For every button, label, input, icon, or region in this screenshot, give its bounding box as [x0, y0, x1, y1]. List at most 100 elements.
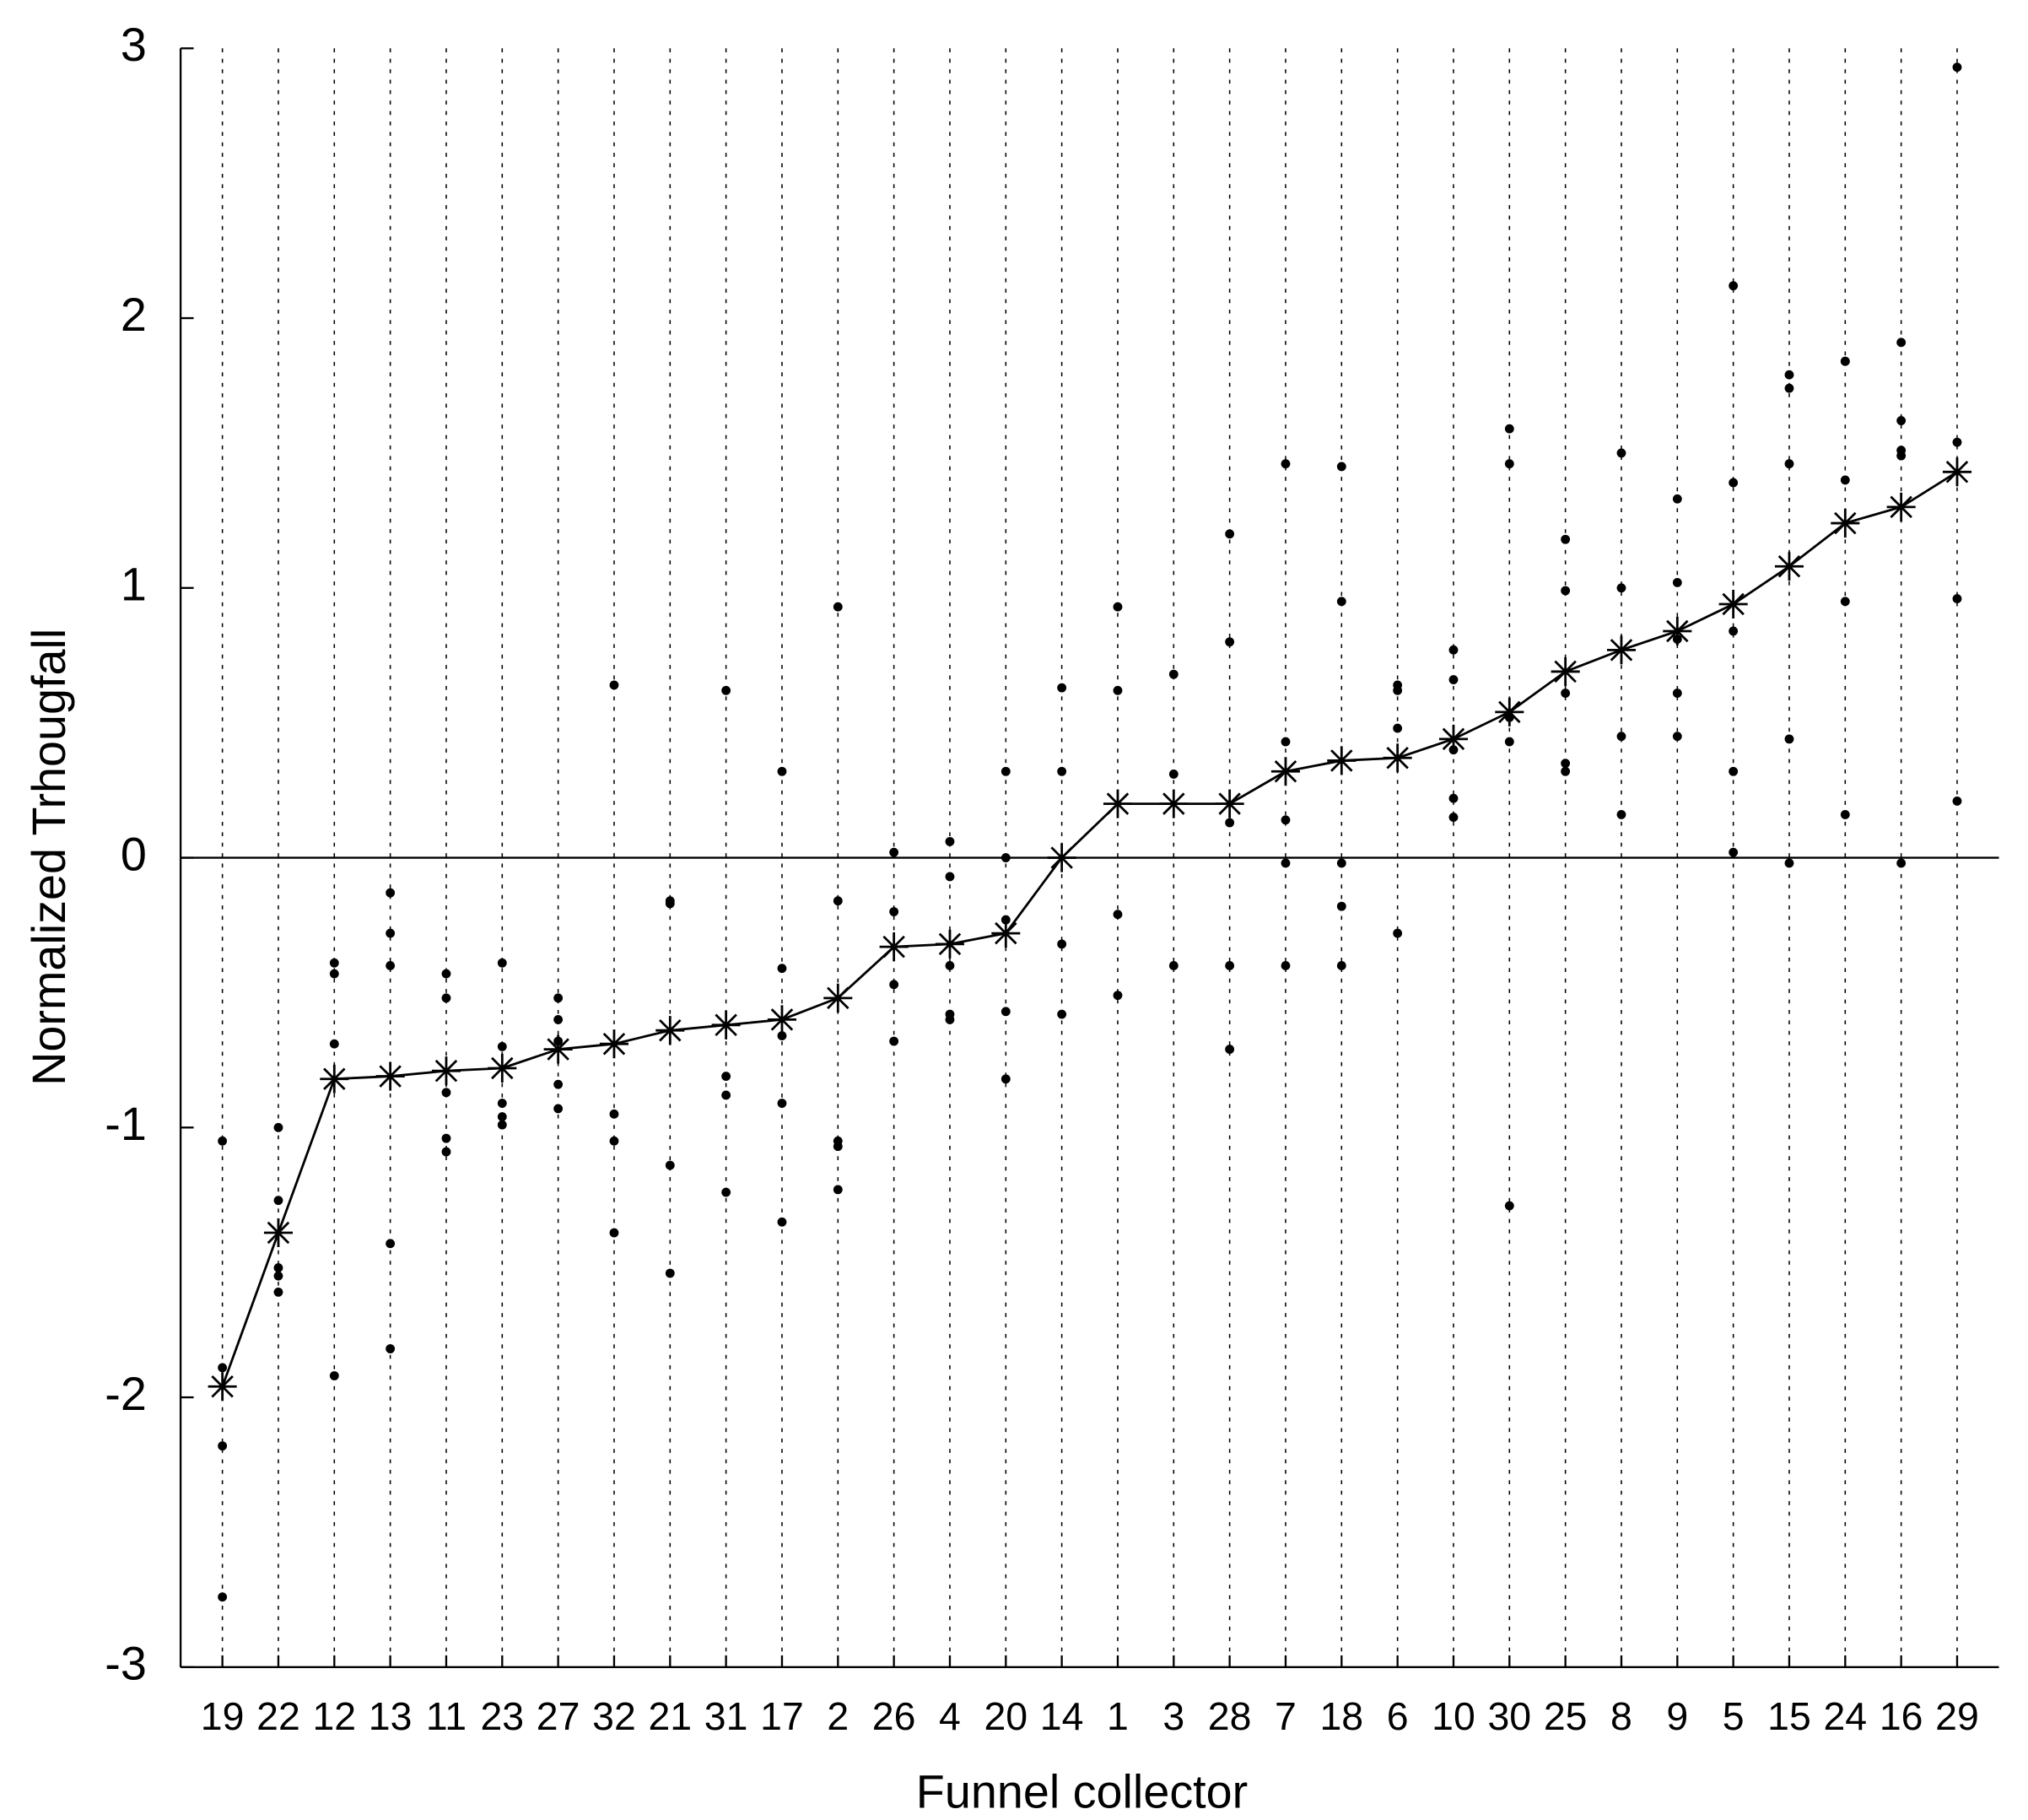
observation-dot: [1057, 939, 1067, 949]
observation-dot: [1896, 416, 1907, 425]
observation-dot: [1504, 737, 1514, 747]
observation-dot: [1168, 669, 1179, 679]
observation-dot: [1281, 961, 1291, 970]
observation-dot: [1225, 1045, 1235, 1055]
observation-dot: [1001, 766, 1011, 776]
observation-dot: [833, 1142, 843, 1152]
observation-dot: [1113, 685, 1123, 695]
mean-marker: [1831, 509, 1860, 538]
observation-dot: [441, 969, 451, 979]
mean-marker: [1663, 616, 1692, 645]
observation-dot: [329, 1371, 339, 1380]
mean-marker: [1886, 492, 1916, 521]
observation-dot: [1561, 766, 1571, 776]
observation-dot: [386, 961, 396, 970]
observation-dot: [1672, 577, 1682, 587]
mean-marker: [320, 1064, 349, 1094]
observation-dot: [218, 1441, 228, 1451]
y-tick-label: -2: [105, 1368, 147, 1420]
x-tick-label: 17: [760, 1694, 804, 1738]
observation-dot: [945, 961, 955, 970]
observation-dot: [665, 1268, 675, 1278]
observation-dot: [1001, 853, 1011, 862]
observation-dot: [609, 680, 619, 690]
observation-dot: [1616, 448, 1626, 458]
observation-dot: [721, 685, 731, 695]
observation-dot: [329, 1039, 339, 1049]
mean-marker: [767, 1005, 797, 1034]
observation-dot: [1336, 901, 1346, 911]
mean-marker: [935, 929, 965, 959]
mean-marker: [1942, 457, 1972, 487]
observation-dot: [1840, 809, 1850, 819]
observation-dot: [1281, 737, 1291, 747]
observation-dot: [553, 993, 564, 1003]
y-tick-label: 0: [121, 828, 147, 880]
observation-dot: [1840, 356, 1850, 366]
observation-dot: [441, 1133, 451, 1143]
x-tick-label: 20: [984, 1694, 1027, 1738]
x-tick-label: 31: [704, 1694, 748, 1738]
observation-dot: [1168, 961, 1179, 970]
x-tick-label: 19: [201, 1694, 245, 1738]
observation-dot: [497, 1112, 507, 1121]
observation-dot: [889, 907, 899, 916]
y-tick-label: 2: [121, 289, 147, 341]
observation-dot: [1504, 459, 1514, 469]
x-tick-label: 11: [426, 1694, 467, 1738]
observation-dot: [1448, 793, 1459, 803]
observation-dot: [1001, 1074, 1011, 1084]
observation-dot: [945, 1014, 955, 1024]
y-tick-label: 1: [121, 559, 147, 611]
observation-dot: [218, 1363, 228, 1373]
observation-dot: [1336, 858, 1346, 868]
observation-dot: [777, 964, 787, 974]
observation-dot: [386, 1239, 396, 1249]
observation-dot: [329, 958, 339, 968]
y-axis-label: Normalized Trhougfall: [23, 629, 75, 1086]
observation-dot: [777, 1217, 787, 1227]
x-tick-label: 32: [592, 1694, 636, 1738]
mean-marker: [431, 1056, 461, 1086]
observation-dot: [777, 1099, 787, 1108]
observation-dot: [1561, 586, 1571, 596]
observation-dot: [1225, 529, 1235, 539]
observation-dot: [497, 1041, 507, 1051]
x-tick-label: 22: [256, 1694, 300, 1738]
mean-marker: [879, 932, 909, 962]
mean-marker: [1047, 843, 1076, 872]
observation-dot: [609, 1228, 619, 1238]
observation-dot: [889, 847, 899, 857]
observation-dot: [889, 1036, 899, 1046]
observation-dot: [1001, 1007, 1011, 1017]
x-tick-label: 5: [1723, 1694, 1745, 1738]
observation-dot: [329, 969, 339, 979]
observation-dot: [609, 1136, 619, 1146]
observation-dot: [1504, 424, 1514, 434]
observation-dot: [665, 899, 675, 909]
mean-marker: [1327, 746, 1356, 775]
observation-dot: [497, 1099, 507, 1108]
observation-dot: [553, 1079, 564, 1089]
observation-dot: [1616, 583, 1626, 593]
mean-marker: [1551, 656, 1580, 686]
mean-marker: [1159, 789, 1189, 818]
observation-dot: [777, 1031, 787, 1041]
x-tick-label: 16: [1880, 1694, 1923, 1738]
x-tick-label: 4: [939, 1694, 961, 1738]
x-tick-label: 9: [1666, 1694, 1688, 1738]
observation-dot: [721, 1090, 731, 1100]
observation-dot: [1336, 961, 1346, 970]
observation-dot: [1672, 732, 1682, 742]
observation-dot: [1336, 462, 1346, 472]
observation-dot: [273, 1263, 283, 1273]
observation-dot: [441, 1147, 451, 1157]
mean-marker: [1215, 789, 1244, 818]
x-tick-label: 28: [1208, 1694, 1252, 1738]
mean-marker: [543, 1034, 573, 1064]
observation-dot: [1729, 478, 1739, 488]
x-tick-label: 12: [312, 1694, 356, 1738]
observation-dot: [1281, 459, 1291, 469]
mean-marker: [1774, 552, 1804, 581]
mean-marker: [1438, 724, 1469, 753]
